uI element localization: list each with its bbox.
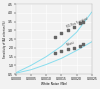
- Point: [55, 36, 56, 37]
- Point: [73, 26, 74, 28]
- Point: [82, 44, 84, 45]
- Point: [79, 45, 80, 47]
- Point: [82, 21, 84, 22]
- Point: [61, 50, 62, 52]
- Text: Robust: Robust: [66, 41, 75, 47]
- Point: [67, 48, 68, 50]
- Y-axis label: Sensitivity of IAE criterion (%): Sensitivity of IAE criterion (%): [3, 20, 7, 58]
- Text: PID-Flou Standard: PID-Flou Standard: [66, 17, 88, 29]
- Point: [73, 47, 74, 48]
- Point: [55, 52, 56, 54]
- Point: [67, 29, 68, 30]
- X-axis label: White Noise (Wn): White Noise (Wn): [41, 82, 67, 86]
- Point: [61, 32, 62, 34]
- Point: [79, 23, 80, 24]
